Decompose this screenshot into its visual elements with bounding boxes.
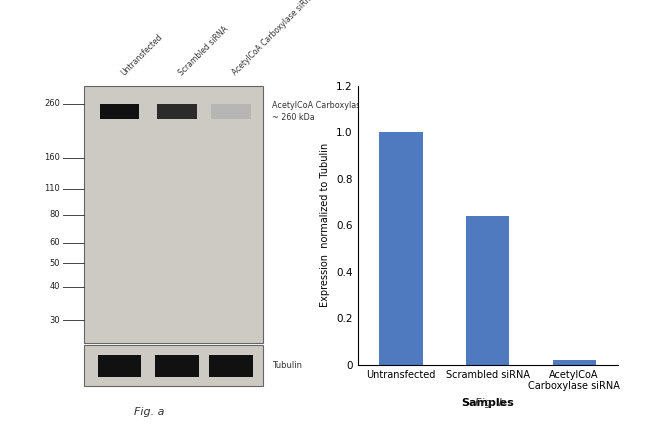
Text: Tubulin: Tubulin bbox=[272, 361, 302, 370]
Text: 60: 60 bbox=[49, 239, 60, 247]
Text: Untransfected: Untransfected bbox=[120, 32, 164, 77]
Text: 260: 260 bbox=[44, 100, 60, 108]
Bar bbox=[466, 216, 509, 365]
Bar bbox=[98, 354, 141, 377]
Text: Fig. b: Fig. b bbox=[475, 398, 506, 408]
Text: AcetylCoA Carboxylase siRNA: AcetylCoA Carboxylase siRNA bbox=[231, 0, 317, 77]
Bar bbox=[209, 354, 253, 377]
Bar bbox=[552, 360, 596, 365]
Bar bbox=[155, 354, 199, 377]
Bar bbox=[211, 104, 250, 118]
Text: Scrambled siRNA: Scrambled siRNA bbox=[177, 24, 230, 77]
Bar bbox=[157, 104, 197, 118]
Text: 160: 160 bbox=[44, 154, 60, 162]
X-axis label: Samples: Samples bbox=[461, 398, 514, 408]
Bar bbox=[100, 104, 139, 118]
Bar bbox=[379, 132, 422, 365]
Text: 110: 110 bbox=[44, 184, 60, 193]
Text: 30: 30 bbox=[49, 316, 60, 324]
Text: 80: 80 bbox=[49, 210, 60, 219]
Y-axis label: Expression  normalized to Tubulin: Expression normalized to Tubulin bbox=[320, 143, 330, 307]
Text: AcetylCoA Carboxylase
~ 260 kDa: AcetylCoA Carboxylase ~ 260 kDa bbox=[272, 101, 365, 122]
Text: 50: 50 bbox=[49, 259, 60, 268]
Text: 40: 40 bbox=[49, 282, 60, 291]
Bar bbox=[84, 86, 263, 343]
Bar bbox=[84, 345, 263, 386]
Text: Fig. a: Fig. a bbox=[135, 407, 164, 417]
